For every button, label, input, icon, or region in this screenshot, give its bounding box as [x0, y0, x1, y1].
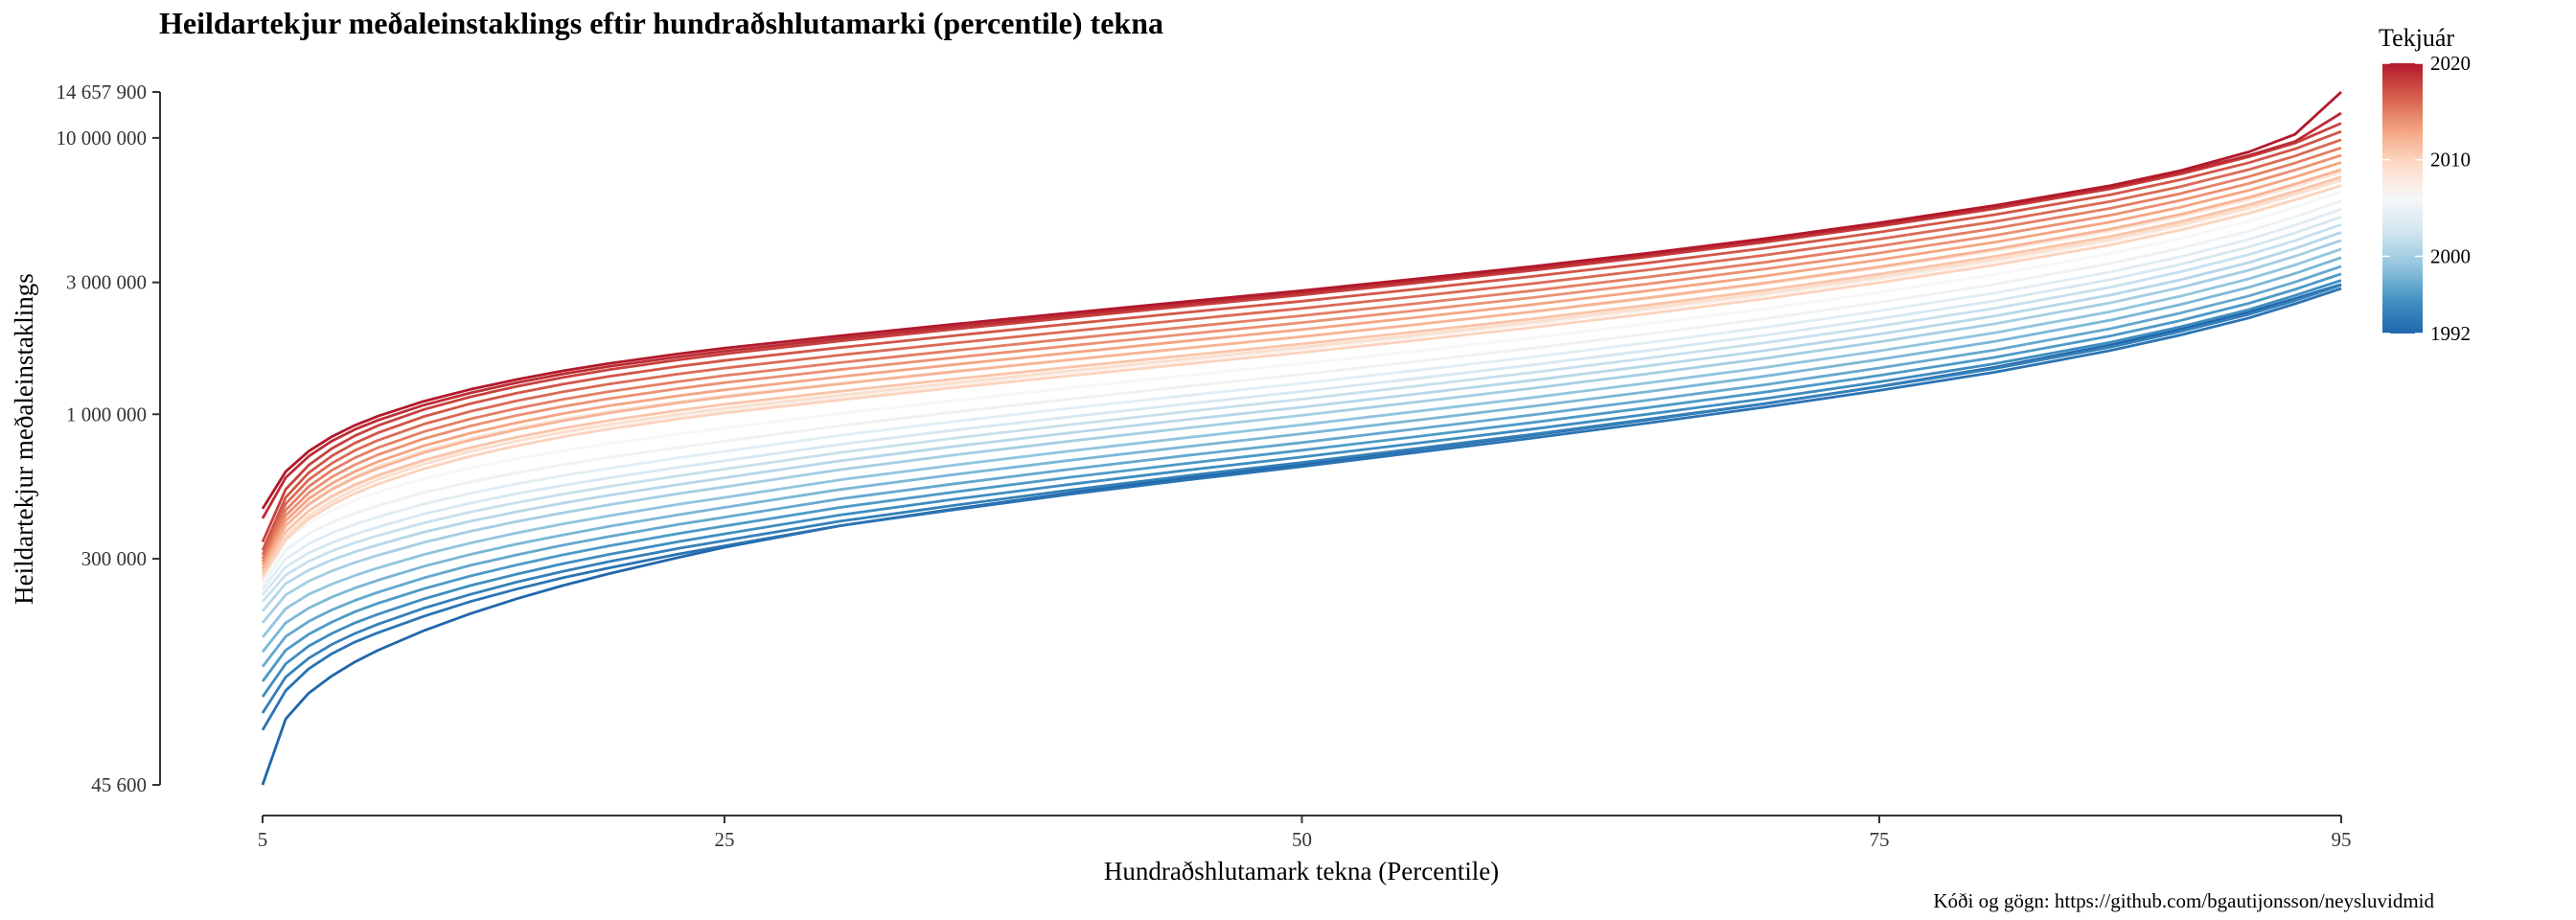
- series-line-1993: [261, 287, 2342, 731]
- series-line-2015: [261, 146, 2342, 560]
- x-tick-label: 95: [2332, 828, 2352, 851]
- y-tick-label: 10 000 000: [57, 126, 148, 150]
- series-line-1997: [261, 264, 2342, 668]
- series-line-1994: [261, 284, 2342, 714]
- x-axis-title: Hundraðshlutamark tekna (Percentile): [1104, 857, 1499, 886]
- x-tick-label: 5: [258, 828, 268, 851]
- caption: Kóði og gögn: https://github.com/bgautij…: [1933, 889, 2434, 912]
- y-tick-label: 300 000: [81, 547, 147, 570]
- legend-label: 2010: [2430, 149, 2471, 172]
- series-line-2001: [261, 231, 2342, 612]
- legend: Tekjuár 1992 2000 2010 2020: [2379, 24, 2471, 345]
- x-tick-label: 25: [715, 828, 735, 851]
- y-tick-label: 14 657 900: [57, 80, 148, 104]
- series-line-2019: [261, 111, 2342, 519]
- series-line-2003: [261, 215, 2342, 596]
- legend-label: 2020: [2430, 52, 2471, 75]
- series-line-2014: [261, 153, 2342, 564]
- legend-ticks: 1992 2000 2010 2020: [2382, 52, 2471, 345]
- x-tick-label: 50: [1292, 828, 1312, 851]
- chart-title: Heildartekjur meðaleinstaklings eftir hu…: [159, 6, 1163, 40]
- y-tick-label: 3 000 000: [66, 271, 147, 294]
- series-line-2000: [261, 239, 2342, 624]
- series-line-1998: [261, 256, 2342, 654]
- series-line-2016: [261, 138, 2342, 556]
- y-axis-ticks: 45 600 300 000 1 000 000 3 000 000 10 000 00…: [57, 80, 160, 796]
- series-line-2017: [261, 129, 2342, 551]
- legend-colorbar: [2382, 63, 2423, 334]
- series-line-2006: [261, 190, 2342, 585]
- series-line-2020: [261, 90, 2342, 510]
- series-line-1992: [261, 283, 2342, 786]
- series-line-2013: [261, 161, 2342, 566]
- series-line-2011: [261, 175, 2342, 573]
- series-line-2012: [261, 168, 2342, 570]
- y-tick-label: 45 600: [91, 773, 147, 796]
- y-axis-title: Heildartekjur meðaleinstaklings: [10, 273, 38, 605]
- y-tick-label: 1 000 000: [66, 402, 147, 426]
- series-line-1999: [261, 247, 2342, 638]
- series-line-2009: [261, 178, 2342, 576]
- legend-label: 1992: [2430, 322, 2471, 345]
- series-line-2010: [261, 184, 2342, 578]
- x-tick-label: 75: [1870, 828, 1890, 851]
- series-line-2004: [261, 207, 2342, 591]
- series-line-1995: [261, 279, 2342, 698]
- x-axis-ticks: 5 25 50 75 95: [258, 816, 2352, 851]
- series-line-2005: [261, 199, 2342, 586]
- series-lines: [261, 90, 2342, 786]
- legend-label: 2000: [2430, 244, 2471, 267]
- series-line-2002: [261, 222, 2342, 603]
- series-line-2018: [261, 122, 2342, 543]
- legend-title: Tekjuár: [2379, 24, 2454, 52]
- series-line-1996: [261, 272, 2342, 682]
